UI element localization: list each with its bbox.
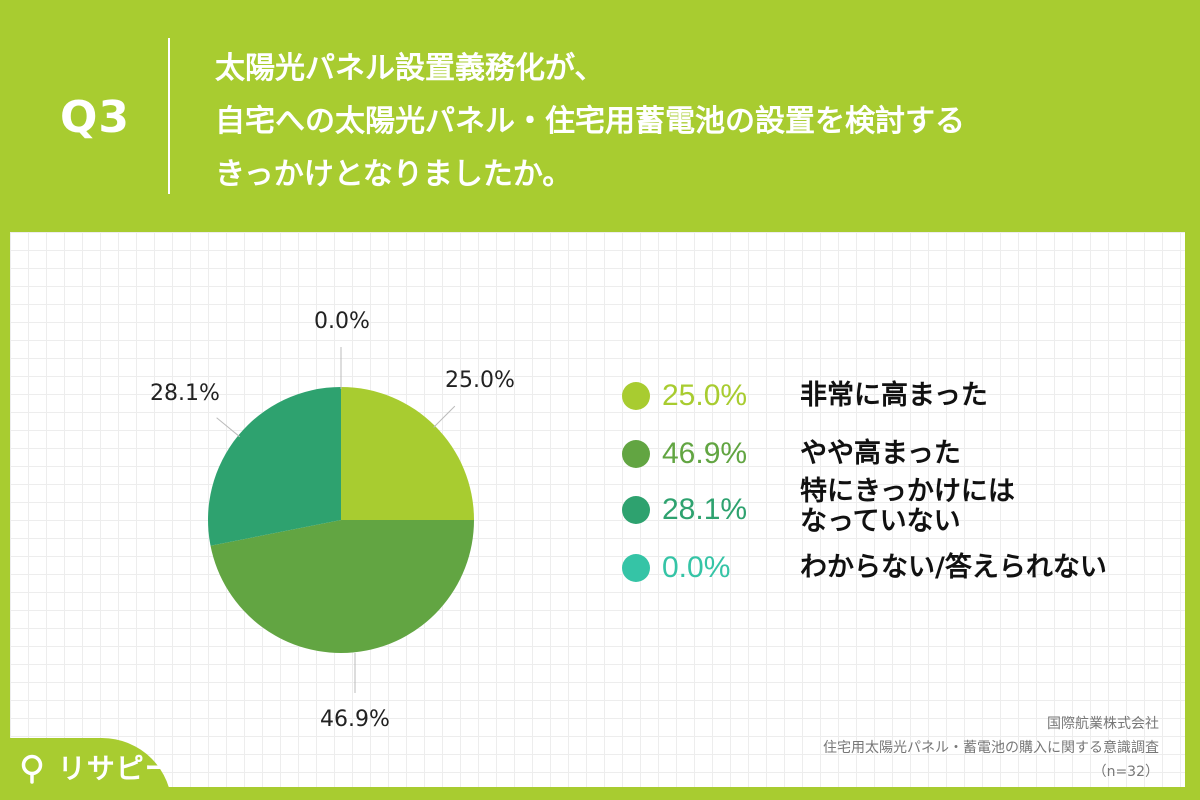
legend-item: 0.0% わからない/答えられない xyxy=(622,548,1182,588)
logo-text: リサピー xyxy=(57,752,174,785)
legend-item: 46.9% やや高まった xyxy=(622,434,1182,474)
legend-percent: 25.0% xyxy=(662,379,748,412)
legend-swatch xyxy=(622,554,650,582)
legend-percent: 46.9% xyxy=(662,437,748,470)
legend-swatch xyxy=(622,496,650,524)
source-company: 国際航業株式会社 xyxy=(1047,716,1159,732)
legend-percent: 0.0% xyxy=(662,551,731,584)
legend-label: やや高まった xyxy=(800,438,961,469)
question-title: 太陽光パネル設置義務化が、 自宅への太陽光パネル・住宅用蓄電池の設置を検討する … xyxy=(215,42,1175,201)
location-pin-icon xyxy=(21,754,43,784)
pie-slice xyxy=(208,387,341,546)
pie-chart: 25.0% 46.9% 28.1% 0.0% xyxy=(150,309,515,732)
legend-item: 25.0% 非常に高まった xyxy=(622,376,1182,416)
legend-swatch xyxy=(622,440,650,468)
question-label: Q3 xyxy=(60,92,131,143)
legend-label: 非常に高まった xyxy=(800,380,988,411)
data-label: 25.0% xyxy=(445,368,515,393)
legend-label-line-2: なっていない xyxy=(800,506,961,537)
legend-label-line-1: 特にきっかけには xyxy=(800,476,1015,507)
question-title-line-3: きっかけとなりましたか。 xyxy=(215,157,573,192)
legend-swatch xyxy=(622,382,650,410)
brand-logo: リサピー xyxy=(20,748,174,788)
legend-item: 28.1% 特にきっかけには なっていない xyxy=(622,476,1182,537)
question-header: Q3 太陽光パネル設置義務化が、 自宅への太陽光パネル・住宅用蓄電池の設置を検討… xyxy=(0,0,1200,232)
chart-panel: 25.0% 46.9% 28.1% 0.0% 25.0% 非常に高まった 46.9% … xyxy=(10,232,1185,787)
data-label: 46.9% xyxy=(320,707,390,732)
source-note: 国際航業株式会社 住宅用太陽光パネル・蓄電池の購入に関する意識調査 （n=32） xyxy=(823,712,1159,784)
data-label: 0.0% xyxy=(314,309,370,334)
leader-line xyxy=(433,405,456,428)
question-title-line-2: 自宅への太陽光パネル・住宅用蓄電池の設置を検討する xyxy=(215,104,965,139)
question-title-line-1: 太陽光パネル設置義務化が、 xyxy=(215,51,605,86)
legend-label: わからない/答えられない xyxy=(800,552,1107,583)
header-divider xyxy=(168,38,170,194)
sample-size: （n=32） xyxy=(1092,764,1159,780)
pie-slice xyxy=(210,520,475,654)
data-label: 28.1% xyxy=(150,381,220,406)
source-survey: 住宅用太陽光パネル・蓄電池の購入に関する意識調査 xyxy=(823,740,1159,756)
leader-line xyxy=(216,417,241,438)
pie-slice xyxy=(341,387,474,520)
legend-percent: 28.1% xyxy=(662,493,748,526)
